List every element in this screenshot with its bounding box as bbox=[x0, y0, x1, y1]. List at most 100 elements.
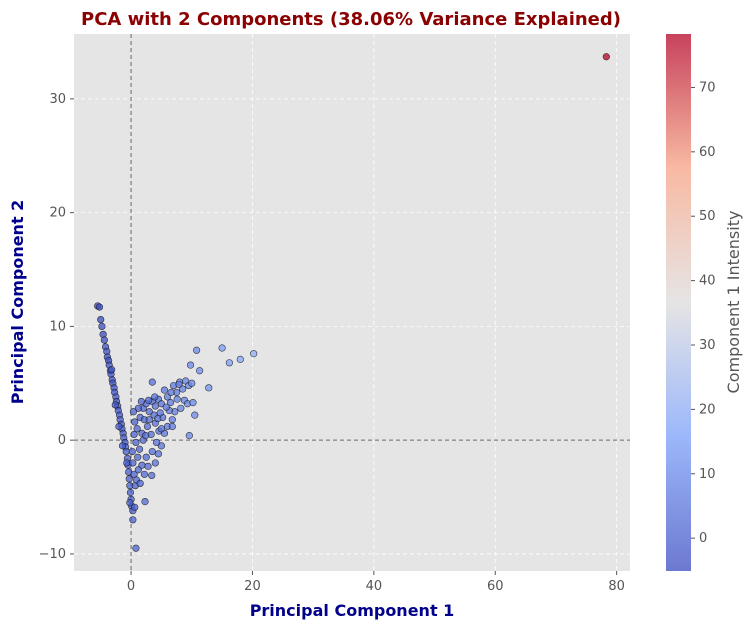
y-tick-label: 30 bbox=[49, 92, 66, 107]
data-point bbox=[162, 403, 170, 411]
data-point bbox=[131, 418, 139, 426]
data-point bbox=[157, 442, 166, 450]
colorbar-tick-label: 70 bbox=[699, 80, 716, 95]
data-point bbox=[100, 336, 108, 344]
data-point bbox=[218, 344, 226, 352]
x-tick-label: 20 bbox=[244, 579, 261, 594]
x-tick-label: 60 bbox=[487, 579, 504, 594]
y-tick-label: −10 bbox=[39, 547, 66, 562]
x-tick-label: 40 bbox=[366, 579, 383, 594]
data-point bbox=[160, 386, 169, 394]
data-point bbox=[157, 425, 166, 433]
data-point bbox=[123, 459, 131, 467]
data-point bbox=[168, 422, 176, 431]
x-axis-ticks: 0 20 40 60 80 bbox=[127, 571, 625, 594]
data-point bbox=[108, 366, 116, 374]
data-point bbox=[250, 350, 258, 358]
data-point bbox=[126, 488, 135, 497]
data-point bbox=[115, 422, 123, 431]
data-point bbox=[175, 380, 183, 389]
data-point bbox=[167, 388, 175, 396]
data-point bbox=[122, 447, 130, 456]
data-point bbox=[134, 404, 142, 412]
data-point bbox=[129, 459, 137, 467]
data-point bbox=[95, 303, 104, 311]
data-point bbox=[138, 461, 146, 469]
data-point bbox=[193, 346, 201, 354]
data-point bbox=[157, 400, 166, 408]
colorbar-tick-label: 50 bbox=[699, 209, 716, 224]
data-point bbox=[144, 462, 152, 470]
data-point bbox=[151, 459, 159, 467]
data-point bbox=[141, 497, 149, 506]
data-point bbox=[145, 416, 153, 424]
data-point bbox=[129, 516, 137, 524]
chart-title: PCA with 2 Components (38.06% Variance E… bbox=[81, 9, 621, 30]
y-axis-ticks: −10 0 10 20 30 bbox=[39, 92, 74, 562]
data-point bbox=[166, 399, 175, 407]
data-point bbox=[189, 399, 197, 407]
x-axis-label: Principal Component 1 bbox=[250, 601, 455, 620]
data-point bbox=[154, 450, 162, 458]
data-point bbox=[151, 402, 159, 410]
data-point bbox=[177, 404, 185, 412]
data-point bbox=[132, 544, 140, 552]
colorbar-tick-label: 10 bbox=[699, 467, 716, 482]
data-point bbox=[97, 315, 105, 324]
data-point bbox=[143, 422, 152, 431]
data-point bbox=[129, 408, 138, 416]
colorbar-tick-label: 40 bbox=[699, 274, 716, 289]
data-points bbox=[94, 53, 610, 552]
x-tick-label: 80 bbox=[608, 579, 625, 594]
data-point bbox=[168, 416, 176, 424]
data-point bbox=[152, 438, 161, 447]
data-point bbox=[137, 397, 145, 406]
colorbar-label: Component 1 Intensity bbox=[724, 211, 743, 394]
colorbar-tick-label: 0 bbox=[699, 531, 707, 546]
data-point bbox=[98, 322, 106, 330]
data-point bbox=[148, 378, 156, 386]
data-point bbox=[140, 470, 149, 478]
data-point bbox=[188, 379, 196, 387]
data-point bbox=[135, 445, 144, 453]
data-point bbox=[191, 411, 199, 419]
plot-area bbox=[74, 34, 630, 571]
data-point bbox=[151, 393, 159, 401]
data-point bbox=[133, 425, 141, 433]
data-point bbox=[118, 442, 127, 450]
data-point bbox=[185, 432, 193, 440]
data-point bbox=[126, 499, 134, 507]
colorbar-tick-label: 60 bbox=[699, 145, 716, 160]
y-axis-label: Principal Component 2 bbox=[8, 200, 27, 405]
x-tick-label: 0 bbox=[127, 579, 135, 594]
data-point bbox=[145, 396, 153, 404]
y-tick-label: 20 bbox=[49, 206, 66, 221]
data-point bbox=[142, 432, 150, 440]
data-point bbox=[148, 447, 156, 456]
data-point bbox=[128, 447, 136, 456]
data-point bbox=[142, 453, 150, 461]
data-point bbox=[602, 53, 610, 61]
colorbar-tick-label: 30 bbox=[699, 338, 716, 353]
data-point bbox=[145, 408, 153, 416]
data-point bbox=[148, 471, 156, 480]
colorbar-ticks: 0 10 20 30 40 50 60 70 bbox=[691, 80, 716, 546]
data-point bbox=[111, 401, 119, 409]
data-point bbox=[134, 453, 142, 461]
data-point bbox=[130, 430, 138, 439]
y-tick-label: 0 bbox=[58, 433, 66, 448]
data-point bbox=[186, 361, 195, 369]
data-point bbox=[136, 479, 144, 487]
data-point bbox=[196, 367, 204, 375]
colorbar-tick-label: 20 bbox=[699, 402, 716, 417]
data-point bbox=[132, 438, 140, 447]
data-point bbox=[173, 395, 181, 403]
colorbar bbox=[666, 34, 691, 571]
data-point bbox=[225, 359, 233, 367]
data-point bbox=[154, 414, 162, 423]
data-point bbox=[131, 503, 139, 511]
y-tick-label: 10 bbox=[49, 319, 66, 334]
reference-lines bbox=[74, 34, 630, 571]
data-point bbox=[205, 384, 213, 392]
